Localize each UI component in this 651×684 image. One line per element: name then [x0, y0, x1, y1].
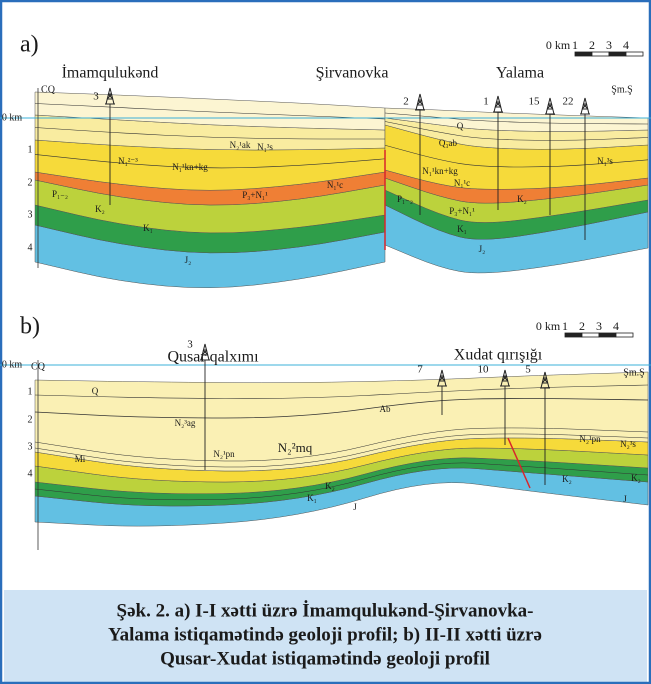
- label: 10: [478, 364, 490, 376]
- label: 3: [596, 319, 602, 333]
- scale-segment: [575, 52, 592, 56]
- label: 2: [28, 177, 33, 188]
- label: 22: [563, 96, 574, 108]
- label: P₁₋₂: [397, 194, 413, 204]
- label: J₂: [185, 255, 192, 265]
- scale-segment: [599, 333, 616, 337]
- label: Q: [92, 386, 99, 396]
- label: 1: [572, 38, 578, 52]
- label: CQ: [41, 84, 56, 95]
- scale-segment: [565, 333, 582, 337]
- label: 3: [606, 38, 612, 52]
- label: 0 km: [536, 319, 561, 333]
- label: Ab: [380, 404, 391, 414]
- label: N₁²⁻³: [118, 156, 138, 166]
- label: a): [20, 32, 39, 58]
- label: 1: [562, 319, 568, 333]
- label: 2: [28, 414, 33, 425]
- label: Q: [457, 121, 464, 131]
- label: Şirvanovka: [316, 65, 389, 82]
- label: Xudat qırışığı: [454, 347, 543, 364]
- label: 4: [613, 319, 619, 333]
- label: K₂: [562, 474, 572, 484]
- caption-line: Qusar-Xudat istiqamətində geoloji profil: [160, 648, 490, 669]
- label: 5: [525, 364, 531, 376]
- scale-segment: [582, 333, 599, 337]
- label: P₃+N₁¹: [242, 190, 268, 200]
- label: K₁: [143, 223, 153, 233]
- label: 1: [28, 386, 33, 397]
- label: CQ: [31, 361, 46, 372]
- label: 1: [483, 96, 489, 108]
- label: N₁¹c: [327, 180, 343, 190]
- label: Qusar qalxımı: [167, 349, 259, 366]
- label: N₁¹c: [454, 178, 470, 188]
- label: 4: [623, 38, 629, 52]
- label: P₃+N₁¹: [449, 206, 475, 216]
- label: N₁¹kn+kg: [422, 166, 458, 176]
- label: 15: [529, 96, 541, 108]
- label: 3: [93, 91, 99, 103]
- label: 4: [28, 242, 33, 253]
- label: K₂: [517, 194, 527, 204]
- label: Q₃ab: [439, 138, 458, 148]
- label: K₂: [325, 481, 335, 491]
- label: 2: [403, 96, 409, 108]
- label: N₂¹ak: [230, 140, 251, 150]
- label: 2: [589, 38, 595, 52]
- label: 2: [579, 319, 585, 333]
- label: J: [353, 502, 357, 512]
- label: N₂¹pn: [213, 449, 235, 459]
- label: 0 km: [2, 359, 23, 370]
- label: 4: [28, 468, 33, 479]
- label: K₁: [457, 224, 467, 234]
- label: 0 km: [546, 38, 571, 52]
- label: N₂¹pn: [579, 434, 601, 444]
- label: K₂: [95, 204, 105, 214]
- caption-line: Şək. 2. a) I-I xətti üzrə İmamqulukənd-Ş…: [117, 600, 534, 621]
- label: 3: [187, 339, 193, 351]
- label: Mi: [75, 454, 86, 464]
- label: 3: [28, 441, 33, 452]
- label: Yalama: [496, 65, 544, 82]
- label: N₂³s: [620, 439, 636, 449]
- scale-segment: [626, 52, 643, 56]
- scale-segment: [592, 52, 609, 56]
- label: N₂³ag: [175, 418, 196, 428]
- label: b): [20, 314, 40, 340]
- label: N₁³s: [257, 142, 273, 152]
- label: N₂²mq: [278, 440, 313, 455]
- label: 1: [28, 144, 33, 155]
- label: 7: [417, 364, 423, 376]
- label: Şm.Ş: [611, 84, 632, 95]
- label: K₁: [307, 493, 317, 503]
- label: J: [623, 494, 627, 504]
- label: N₁¹kn+kg: [172, 162, 208, 172]
- label: K₂: [631, 473, 641, 483]
- label: 3: [28, 209, 33, 220]
- label: Şm.Ş: [623, 367, 644, 378]
- label: İmamqulukənd: [62, 64, 159, 82]
- scale-segment: [616, 333, 633, 337]
- label: P₁₋₂: [52, 189, 68, 199]
- label: N₁³s: [597, 156, 613, 166]
- scale-segment: [609, 52, 626, 56]
- caption-line: Yalama istiqamətində geoloji profil; b) …: [108, 624, 542, 645]
- figure: a) İmamqulukənd Şirvanovka Yalama CQ Şm.Ş 0 km…: [0, 0, 651, 684]
- label: J₂: [479, 244, 486, 254]
- label: 0 km: [2, 112, 23, 123]
